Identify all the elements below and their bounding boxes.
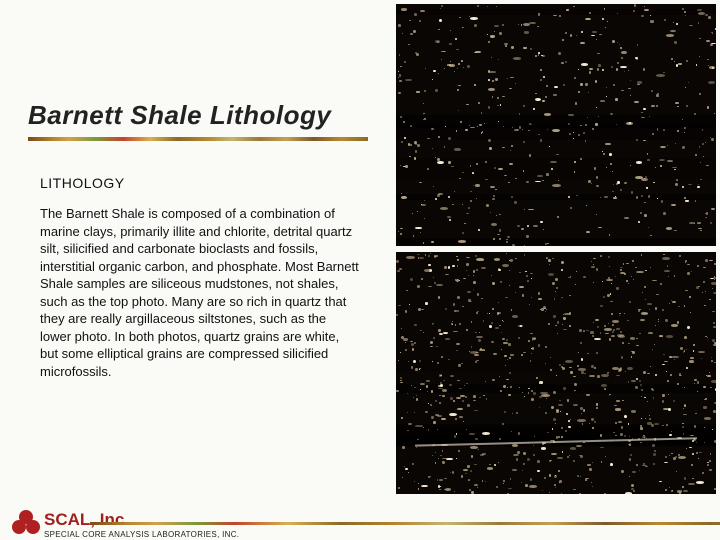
section-heading: LITHOLOGY [40, 175, 125, 191]
title-underline [28, 137, 368, 141]
photo-top-texture [396, 4, 716, 246]
body-text: The Barnett Shale is composed of a combi… [40, 205, 360, 380]
photo-bottom [396, 252, 716, 494]
photo-top [396, 4, 716, 246]
title-area: Barnett Shale Lithology [28, 100, 368, 141]
logo-icon [12, 510, 40, 538]
footer-tagline: SPECIAL CORE ANALYSIS LABORATORIES, INC. [44, 530, 239, 539]
photo-bottom-texture [396, 252, 716, 494]
footer-company: SCAL, Inc. [44, 510, 129, 530]
page-title: Barnett Shale Lithology [28, 100, 368, 131]
photo-column [396, 4, 716, 494]
slide: Barnett Shale Lithology LITHOLOGY The Ba… [0, 0, 720, 540]
footer-rule [90, 522, 720, 525]
